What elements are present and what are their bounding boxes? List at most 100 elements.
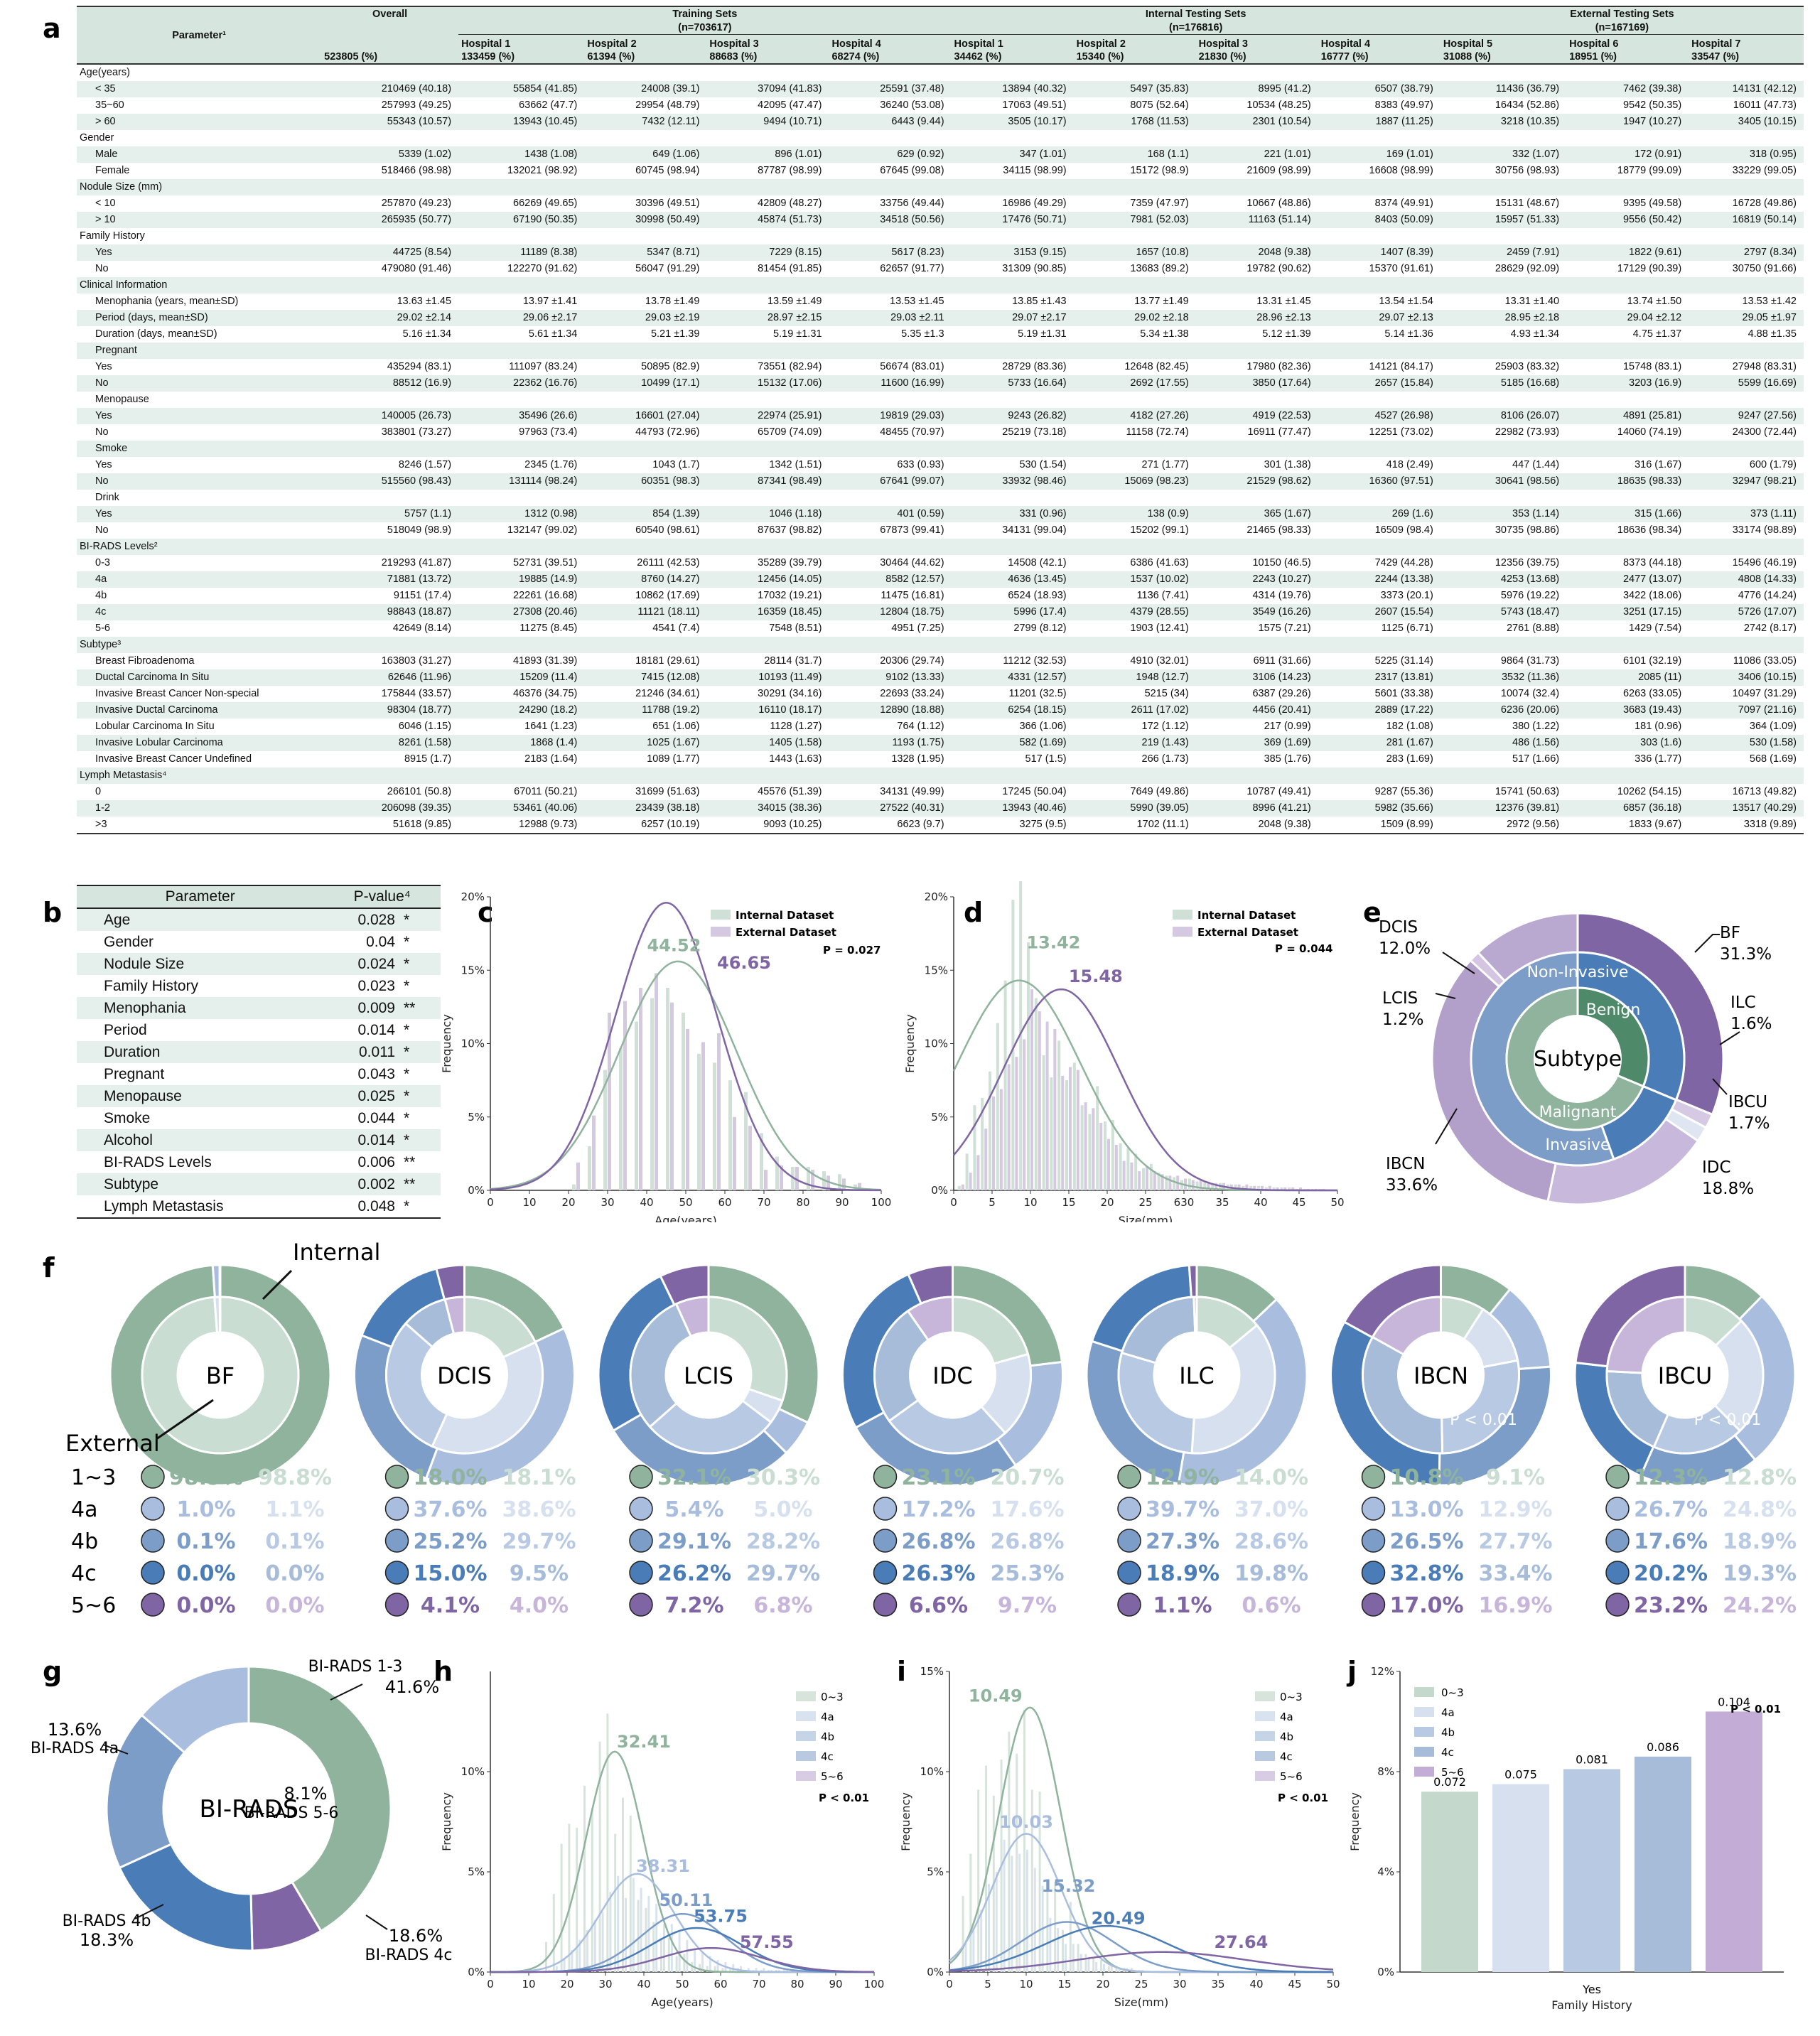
bar [1635,1756,1691,1972]
birads-pct: 13.6% [48,1720,102,1740]
row-value: 269 (1.6) [1318,506,1441,522]
row-value [584,228,706,244]
subtype-birads-donuts: BF 98.9% 98.8% 1.0% 1.1% 0.1% 0.1% 0.0% 0.0% 0.0%… [65,1239,1797,1618]
histogram-bar [1283,1187,1287,1190]
row-value: 22261 (16.68) [513,590,578,601]
donut-center [178,1332,263,1418]
histogram-bar [563,1958,566,1972]
histogram-bar [717,1033,721,1190]
pvalue-stars: * [404,1021,410,1038]
leader-line [1435,993,1456,999]
row-value: 6857 (36.18) [1566,800,1689,817]
donut-center [1398,1332,1484,1418]
y-tick-label: 0% [931,1184,948,1197]
histogram-bar [650,998,654,1190]
subtype-slice-pct: 1.7% [1728,1114,1770,1133]
row-value [1566,179,1689,195]
row-value: 1405 (1.58) [706,735,829,751]
x-tick-label: 45 [1292,1196,1305,1209]
row-value [321,767,459,784]
header-hospital-4: Hospital 4 68274 (%) [829,34,952,65]
row-value [321,64,458,81]
row-value: 4.93 ±1.34 [1510,328,1560,340]
birads-pct: 18.6% [389,1926,443,1946]
histogram-bar [619,1047,623,1190]
donut-center-label: BF [206,1362,235,1389]
legend-swatch [796,1691,816,1701]
histogram-bar [1107,1138,1110,1190]
histogram-bar [785,1970,788,1972]
pvalue-stars: * [404,933,410,950]
histogram-bar [1168,1175,1172,1190]
donut-center-label: IBCN [1414,1362,1468,1389]
x-tick-label: 10 [522,1196,536,1209]
y-tick-label: 15% [461,964,485,976]
row-value: 8996 (41.21) [1195,800,1318,817]
row-value [1689,490,1804,506]
row-value: 22974 (25.91) [706,408,829,424]
header-blank [321,21,459,35]
row-value: 22982 (73.93) [1495,426,1560,438]
row-label: 4b [95,590,107,601]
row-value: 401 (0.59) [829,506,952,522]
leader-line [134,1904,164,1919]
row-value: 16819 (50.14) [1689,212,1804,228]
bar-value-label: 0.072 [1433,1775,1466,1789]
row-value [1441,228,1566,244]
internal-pct: 5.4% [664,1497,723,1522]
internal-pct: 10.8% [1389,1465,1463,1490]
row-value: 5733 (16.64) [951,375,1074,392]
row-value: 1342 (1.51) [769,459,822,470]
row-value: 281 (1.67) [1318,735,1441,751]
row-label: > 60 [77,114,322,130]
row-value: 12988 (9.73) [458,817,585,834]
level-swatch [629,1465,653,1489]
row-value: 51618 (9.85) [321,817,459,834]
internal-pct: 37.6% [413,1497,487,1522]
table-row: Pregnant [77,343,1804,359]
x-tick-label: 90 [835,1196,849,1209]
histogram-bar [1215,1183,1218,1190]
external-pct: 14.0% [1234,1465,1308,1490]
pvalue-value: 0.006 [357,1153,395,1170]
histogram-bar [655,1904,658,1972]
row-value [829,441,952,457]
row-value: 6507 (38.79) [1318,81,1441,97]
row-value: 265935 (50.77) [321,212,459,228]
row-value: 21246 (34.61) [635,688,700,699]
row-value [1195,343,1318,359]
pvalue-stars: * [398,1129,441,1151]
row-value [1195,539,1318,555]
row-value: 353 (1.14) [1440,506,1567,522]
row-value: 5990 (39.05) [1073,800,1196,817]
row-value: 2048 (9.38) [1195,817,1318,834]
histogram-bar [1084,1954,1087,1972]
row-value [829,490,951,506]
row-label: Pregnant [77,343,322,359]
leader-line [1435,1108,1458,1145]
pvalue-row: Menophania 0.009 ** [77,997,441,1019]
row-value [706,277,829,293]
histogram-bar [985,1765,987,1972]
leader-line [1712,1078,1728,1095]
row-value: 4331 (12.57) [951,669,1074,686]
subtype-slice-pct: 33.6% [1386,1176,1438,1195]
row-value: 8995 (41.2) [1195,81,1318,97]
row-value: 1887 (11.25) [1318,114,1441,130]
row-value: 11189 (8.38) [458,244,585,261]
x-tick-label: 40 [637,1978,650,1991]
histogram-bar [1188,1178,1191,1190]
row-value: 4891 (25.81) [1566,408,1689,424]
row-value: 7097 (21.16) [1689,702,1804,718]
peak-label: 53.75 [694,1907,748,1927]
row-value: 10150 (46.5) [1252,557,1311,569]
row-value: 6257 (10.19) [584,817,707,834]
row-value [584,767,707,784]
row-value: 5347 (8.71) [584,244,707,261]
row-value: 633 (0.93) [897,459,944,470]
row-value: 56674 (83.01) [880,361,944,372]
histogram-bar [635,1021,638,1190]
row-value [951,539,1074,555]
row-value: 303 (1.6) [1566,735,1689,751]
panel-letter-a: a [43,13,61,44]
